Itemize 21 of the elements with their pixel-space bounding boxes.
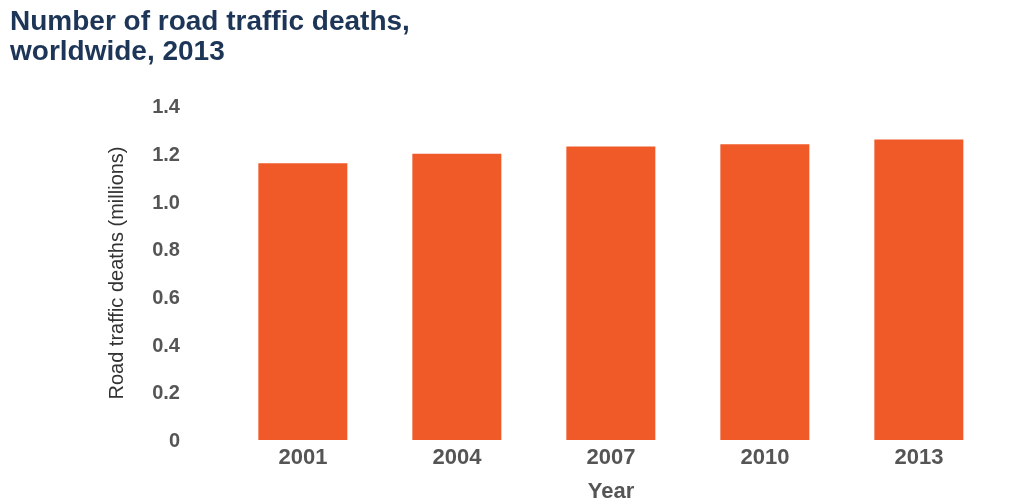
x-tick-label: 2013 <box>894 443 944 469</box>
bar <box>720 144 810 440</box>
y-tick-label: 1.4 <box>152 95 181 118</box>
x-tick-label: 2004 <box>432 443 483 469</box>
chart-title: Number of road traffic deaths, worldwide, 2013 <box>10 5 411 66</box>
y-tick-label: 1.0 <box>152 190 180 213</box>
x-tick-label: 2007 <box>586 443 636 469</box>
y-tick-label: 0.8 <box>152 238 180 261</box>
y-tick-label: 0.2 <box>152 381 180 404</box>
y-tick-label: 0.6 <box>152 285 180 308</box>
bar <box>412 153 502 440</box>
bar <box>258 163 348 440</box>
bar <box>566 146 656 440</box>
x-axis-title: Year <box>587 478 635 499</box>
y-tick-label: 0 <box>168 429 180 452</box>
y-axis-title: Road traffic deaths (millions) <box>105 146 128 400</box>
y-tick-label: 1.2 <box>152 142 180 165</box>
bar <box>874 139 964 440</box>
x-tick-label: 2010 <box>740 443 790 469</box>
x-tick-label: 2001 <box>278 443 328 469</box>
y-tick-label: 0.4 <box>152 333 181 356</box>
